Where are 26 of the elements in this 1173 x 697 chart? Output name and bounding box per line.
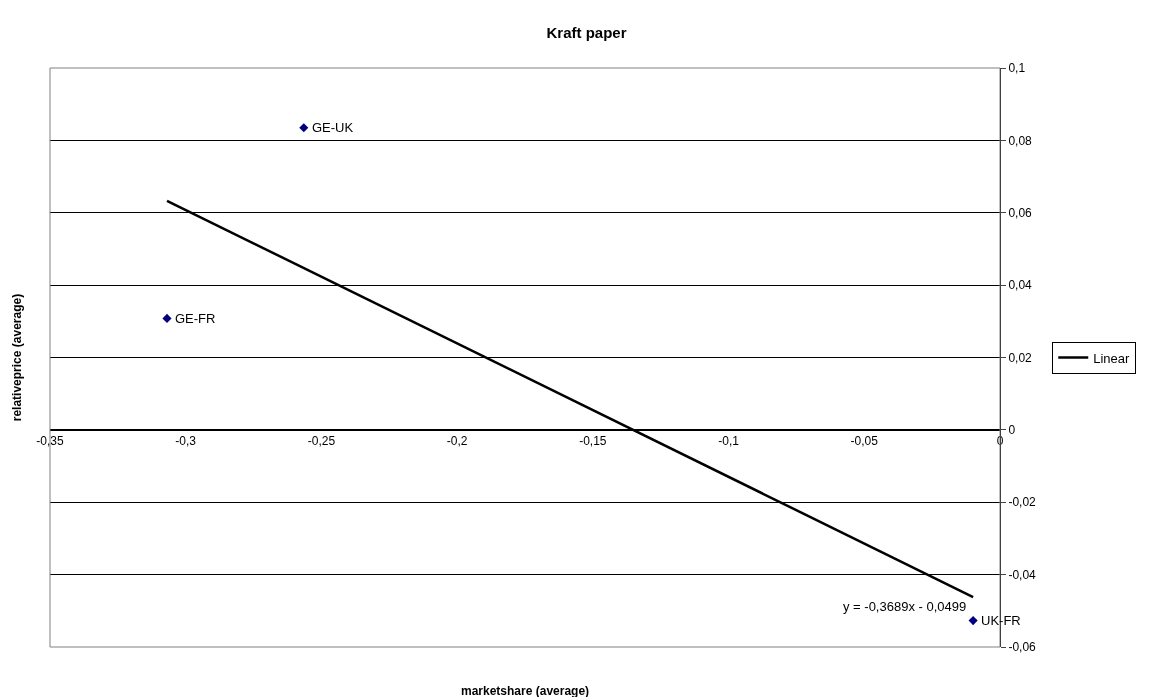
point (299, 123, 309, 133)
x-tick-label: -0,05 (850, 434, 879, 449)
chart-title: Kraft paper (546, 24, 627, 42)
x-axis-title: marketshare (average) (461, 684, 590, 697)
x-tick-label: -0,25 (307, 434, 336, 449)
x-tick-label: -0,1 (718, 434, 740, 449)
legend-label: Linear (1093, 350, 1131, 366)
x-tick-label: -0,3 (175, 434, 197, 449)
y-tick-label: 0 (1008, 423, 1016, 438)
y-tick-label: 0,04 (1008, 278, 1033, 293)
annotation: y = -0,3689x - 0,0499 (843, 599, 967, 614)
y-tick-label: 0,06 (1008, 205, 1033, 220)
x-tick-label: -0,15 (579, 434, 607, 449)
y-axis-title: relativeprice (average) (10, 293, 25, 422)
annotation: GE-UK (312, 120, 354, 135)
x-tick-label: -0,2 (446, 434, 468, 449)
y-tick-label: 0,1 (1008, 61, 1026, 76)
y-tick-label: -0,06 (1008, 640, 1037, 655)
point (162, 313, 172, 323)
y-tick-label: -0,02 (1008, 495, 1037, 510)
y-tick-label: 0,08 (1008, 133, 1033, 148)
y-tick-label: 0,02 (1008, 350, 1033, 365)
point (968, 616, 978, 626)
x-tick-label: -0,35 (36, 434, 64, 449)
annotation: GE-FR (175, 311, 216, 326)
y-tick-label: -0,04 (1008, 567, 1037, 582)
